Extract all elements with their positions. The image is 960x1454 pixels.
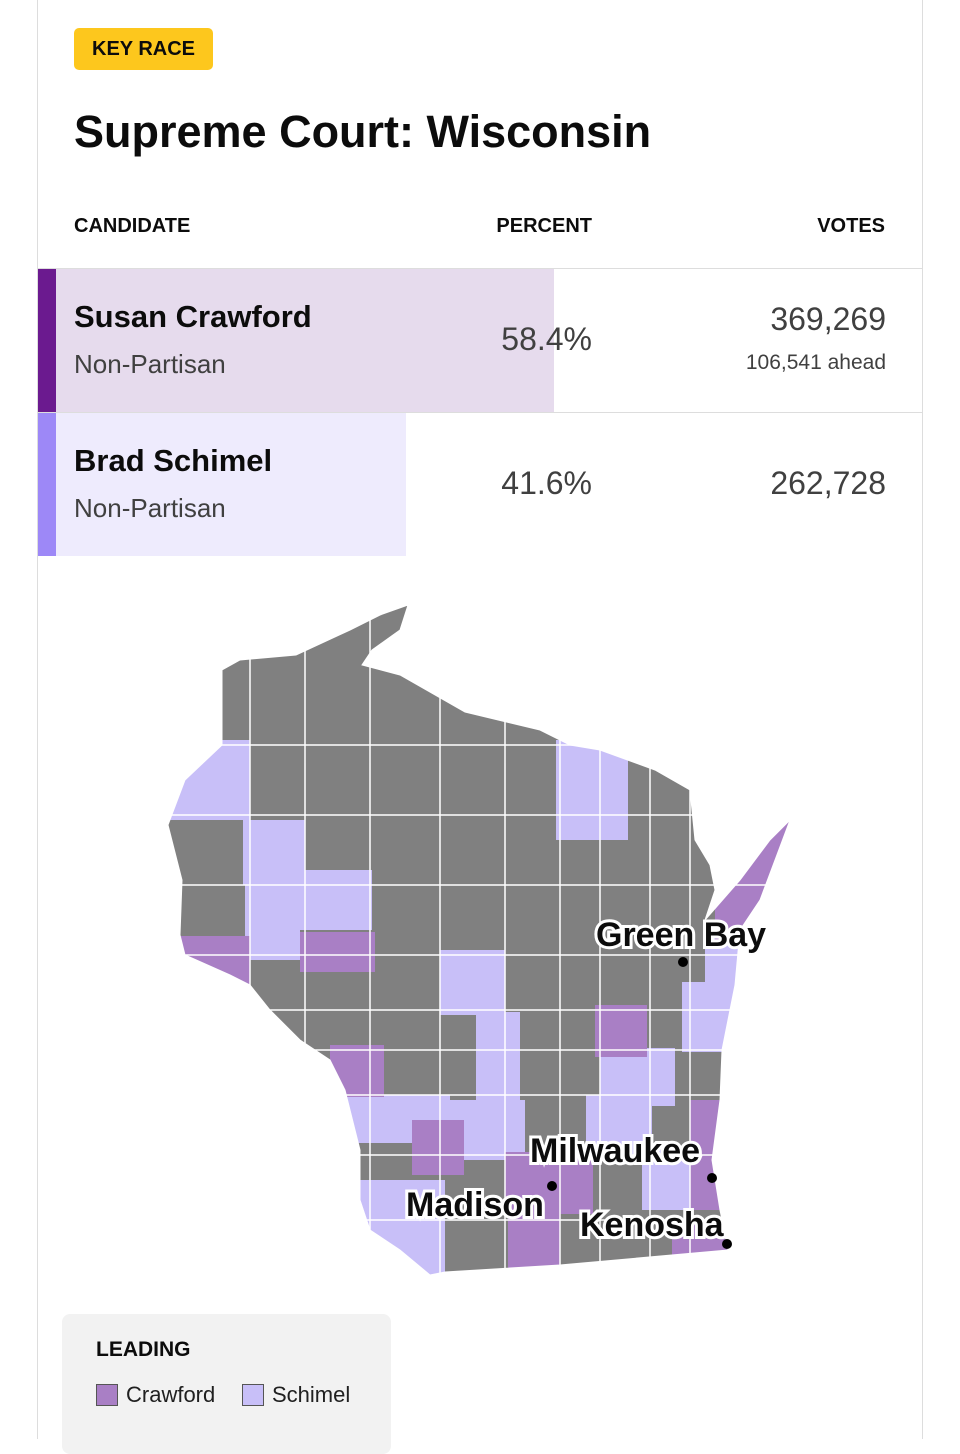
party: Non-Partisan [74, 349, 226, 379]
swatch [96, 1384, 118, 1406]
header: CANDIDATE [74, 215, 191, 237]
card [37, 0, 923, 1439]
candidate-name: Brad Schimel [74, 443, 273, 478]
map: Green Bay Milwaukee Madison Kenosha [167, 604, 791, 1276]
legend-title: LEADING [96, 1338, 191, 1361]
city-label: Milwaukee [530, 1132, 700, 1170]
margin: 106,541 ahead [745, 351, 886, 374]
candidate-name: Susan Crawford [74, 299, 312, 334]
party-accent [38, 413, 56, 556]
result-row: Susan Crawford Non-Partisan 58.4% 369,269 10… [38, 268, 922, 412]
title: Supreme Court: Wisconsin [74, 106, 652, 157]
result-row: Brad Schimel Non-Partisan 41.6% 262,728 [38, 412, 922, 556]
city-label: Kenosha [580, 1206, 725, 1244]
legend-label: Crawford [126, 1382, 216, 1407]
party: Non-Partisan [74, 493, 226, 523]
city-label: Madison [406, 1186, 544, 1224]
votes: 262,728 [770, 465, 886, 501]
legend: LEADING Crawford Schimel [62, 1314, 391, 1454]
party-accent [38, 269, 56, 412]
city-label: Green Bay [596, 916, 766, 954]
header: PERCENT [496, 215, 592, 237]
legend-label: Schimel [272, 1382, 351, 1407]
percent-bar [38, 413, 406, 556]
badge: KEY RACE [74, 28, 213, 70]
swatch [242, 1384, 264, 1406]
legend-item: Crawford [96, 1382, 215, 1408]
counties [168, 605, 790, 1275]
percent: 41.6% [501, 465, 592, 501]
percent-bar [38, 269, 555, 412]
header: VOTES [817, 215, 885, 237]
percent: 58.4% [501, 321, 592, 357]
votes: 369,269 [770, 301, 886, 337]
legend-item: Schimel [242, 1382, 350, 1408]
